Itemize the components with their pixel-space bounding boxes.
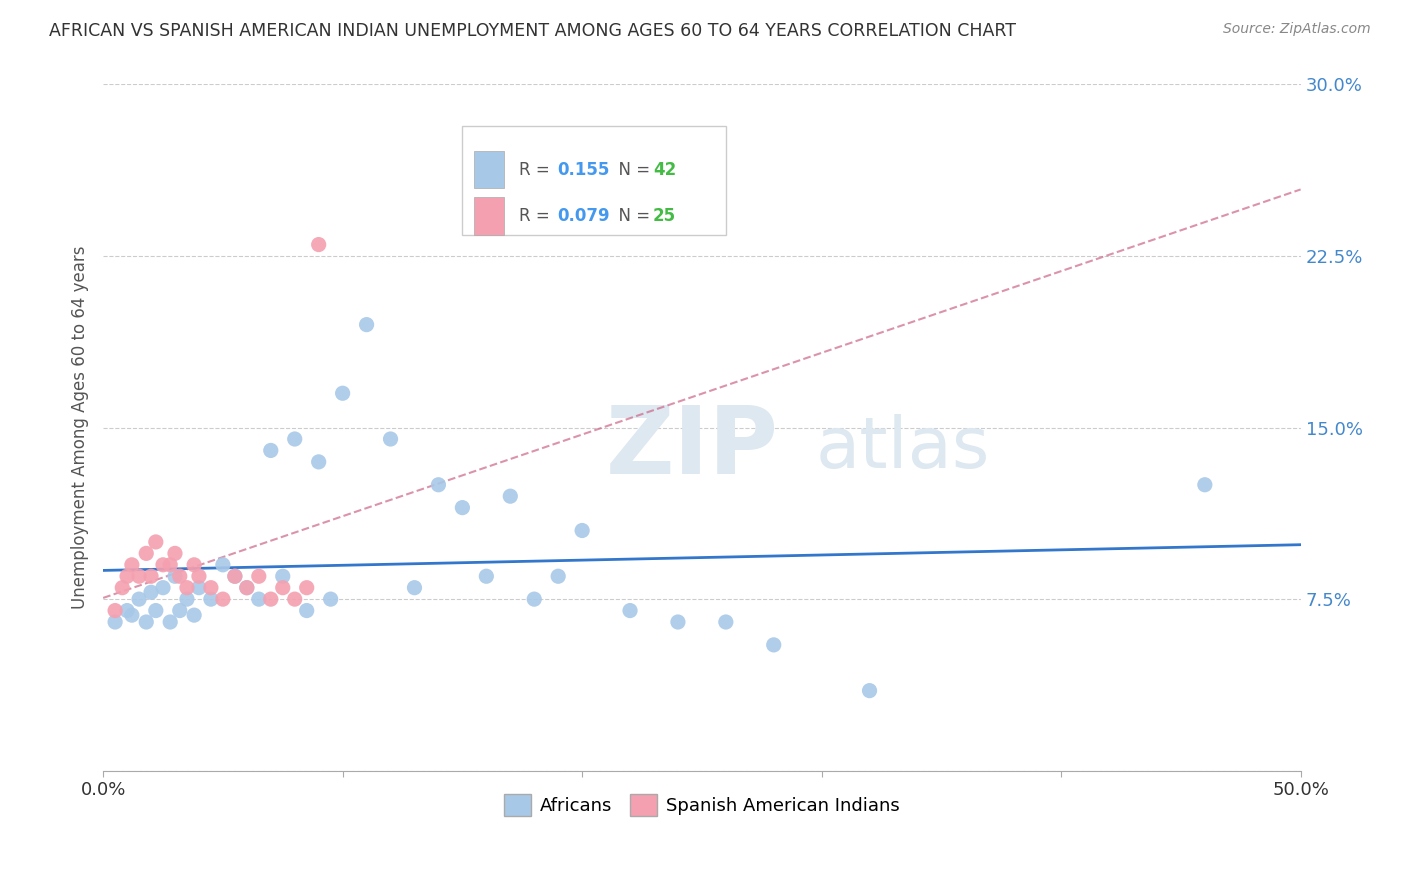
Point: [139, 585, 162, 599]
Point: [135, 546, 157, 560]
Point: [115, 603, 138, 617]
Point: [295, 603, 318, 617]
Point: [224, 569, 246, 583]
Point: [475, 569, 498, 583]
Point: [128, 592, 150, 607]
Point: [183, 558, 205, 572]
Point: [212, 558, 235, 572]
Point: [295, 581, 318, 595]
Point: [619, 603, 641, 617]
Point: [547, 569, 569, 583]
Legend: Africans, Spanish American Indians: Africans, Spanish American Indians: [496, 787, 907, 823]
Point: [356, 318, 378, 332]
Point: [271, 569, 294, 583]
Point: [260, 592, 283, 607]
Point: [308, 455, 330, 469]
Bar: [474, 151, 505, 188]
Point: [666, 615, 689, 629]
Point: [571, 524, 593, 538]
Text: 0.079: 0.079: [557, 207, 610, 225]
Point: [145, 535, 167, 549]
Point: [139, 569, 162, 583]
Point: [163, 569, 186, 583]
Point: [380, 432, 402, 446]
Text: N =: N =: [609, 207, 655, 225]
Point: [1194, 477, 1216, 491]
Point: [319, 592, 342, 607]
Point: [152, 558, 174, 572]
Bar: [474, 197, 505, 235]
Point: [212, 592, 235, 607]
Text: AFRICAN VS SPANISH AMERICAN INDIAN UNEMPLOYMENT AMONG AGES 60 TO 64 YEARS CORREL: AFRICAN VS SPANISH AMERICAN INDIAN UNEMP…: [49, 22, 1017, 40]
Text: Source: ZipAtlas.com: Source: ZipAtlas.com: [1223, 22, 1371, 37]
Point: [260, 443, 283, 458]
Point: [200, 581, 222, 595]
Point: [128, 569, 150, 583]
Text: atlas: atlas: [815, 414, 990, 483]
Point: [135, 615, 157, 629]
Point: [176, 592, 198, 607]
Point: [176, 581, 198, 595]
Point: [284, 592, 307, 607]
Text: 0.155: 0.155: [557, 161, 609, 178]
Point: [152, 581, 174, 595]
Point: [284, 432, 307, 446]
Point: [104, 615, 127, 629]
Point: [183, 608, 205, 623]
Text: R =: R =: [519, 207, 554, 225]
Point: [236, 581, 259, 595]
Point: [499, 489, 522, 503]
Point: [523, 592, 546, 607]
Text: R =: R =: [519, 161, 554, 178]
Point: [236, 581, 259, 595]
Point: [159, 615, 181, 629]
Text: ZIP: ZIP: [606, 402, 779, 494]
Point: [187, 569, 209, 583]
Point: [169, 603, 191, 617]
Point: [111, 581, 134, 595]
Point: [121, 608, 143, 623]
Point: [308, 237, 330, 252]
Point: [858, 683, 880, 698]
Point: [247, 569, 270, 583]
Point: [200, 592, 222, 607]
Point: [169, 569, 191, 583]
Point: [271, 581, 294, 595]
Point: [104, 603, 127, 617]
Point: [163, 546, 186, 560]
Text: 25: 25: [652, 207, 676, 225]
Point: [224, 569, 246, 583]
Text: 42: 42: [652, 161, 676, 178]
Point: [247, 592, 270, 607]
Point: [427, 477, 450, 491]
Point: [121, 558, 143, 572]
Point: [145, 603, 167, 617]
Point: [404, 581, 426, 595]
Point: [714, 615, 737, 629]
FancyBboxPatch shape: [463, 126, 725, 235]
Point: [187, 581, 209, 595]
Point: [451, 500, 474, 515]
Y-axis label: Unemployment Among Ages 60 to 64 years: Unemployment Among Ages 60 to 64 years: [72, 246, 89, 609]
Point: [159, 558, 181, 572]
Point: [115, 569, 138, 583]
Text: N =: N =: [609, 161, 655, 178]
Point: [332, 386, 354, 401]
Point: [762, 638, 785, 652]
